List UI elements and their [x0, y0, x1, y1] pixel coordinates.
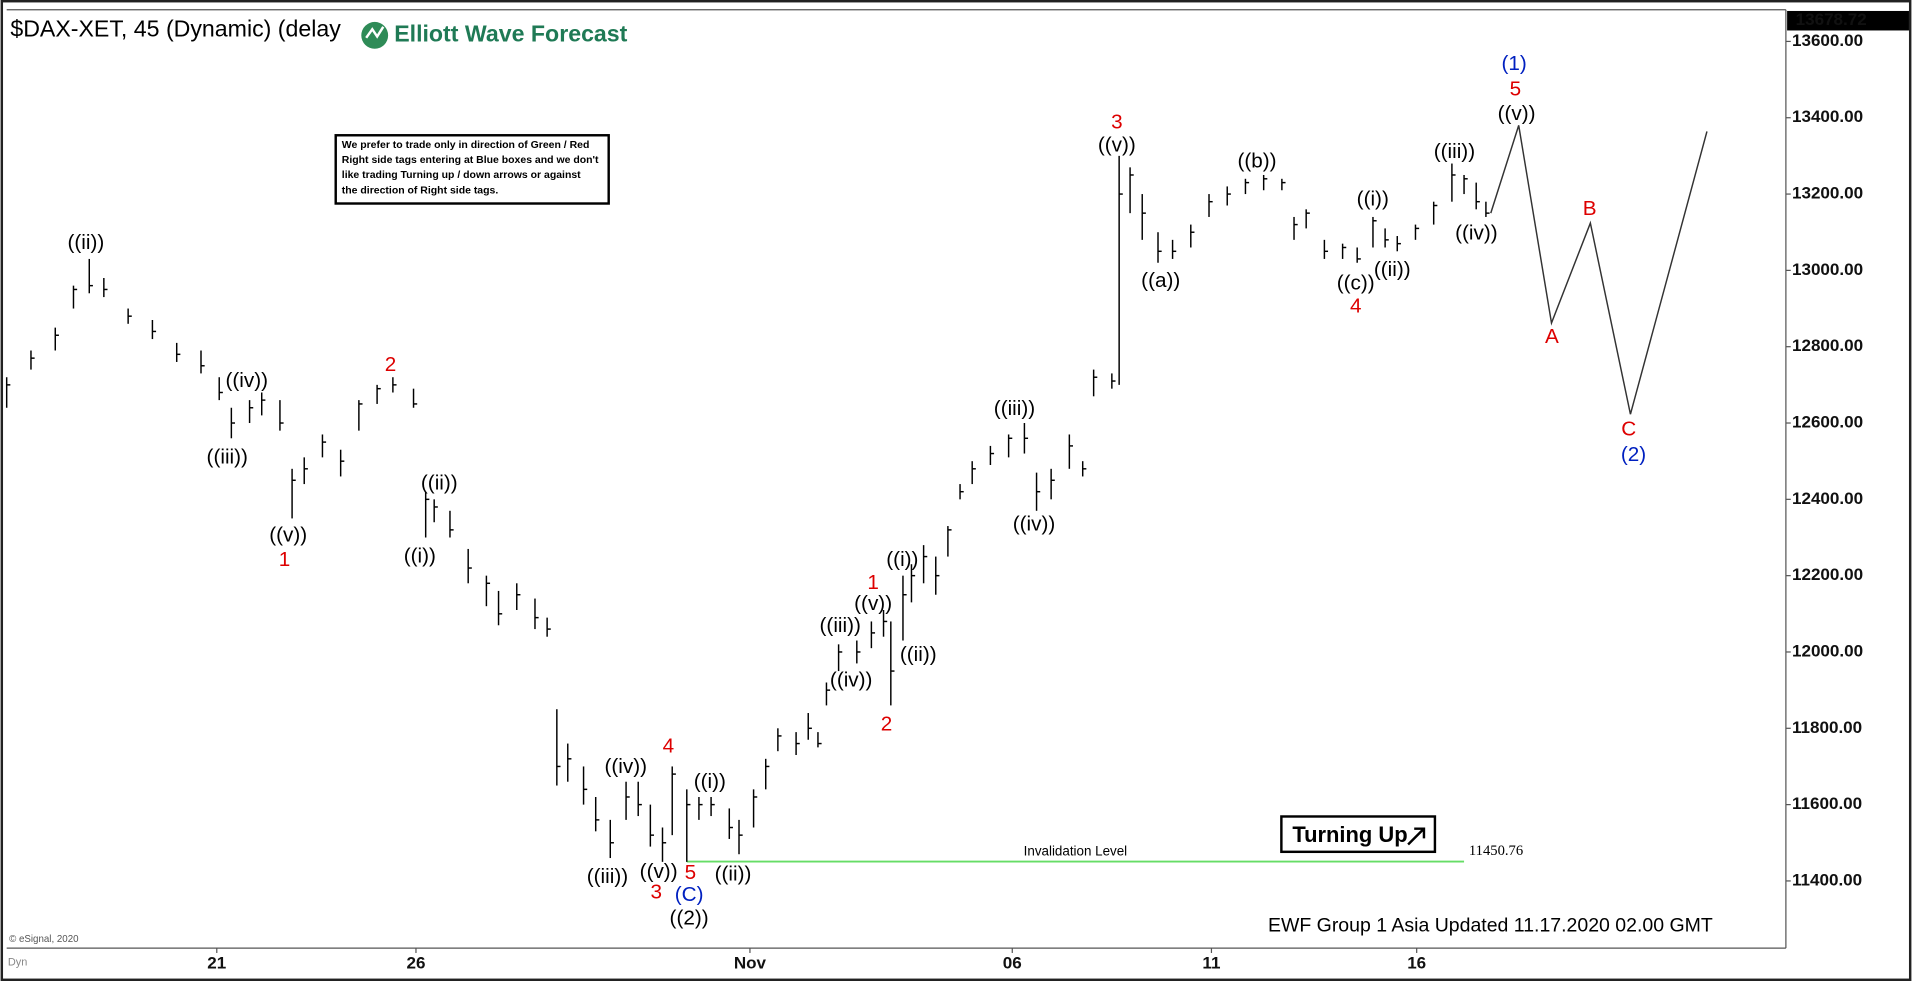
y-tick-label: 11800.00 [1792, 718, 1862, 737]
footer: EWF Group 1 Asia Updated 11.17.2020 02.0… [1268, 914, 1713, 936]
wave-label: 3 [1111, 111, 1123, 134]
note-line: like trading Turning up / down arrows or… [342, 170, 581, 181]
wave-label: ((iii)) [1434, 140, 1475, 163]
wave-label: ((ii)) [715, 862, 752, 885]
badge-arrow [1407, 827, 1426, 846]
y-tick-label: 12400.00 [1792, 489, 1863, 508]
wave-label: ((2)) [670, 906, 709, 929]
chart-title: $DAX-XET, 45 (Dynamic) (delay [10, 16, 341, 42]
x-tick-label: Nov [734, 953, 767, 972]
note-line: We prefer to trade only in direction of … [342, 140, 590, 151]
wave-label: ((iv)) [604, 755, 647, 778]
y-tick-label: 13000.00 [1792, 260, 1863, 279]
wave-label: ((v)) [1098, 134, 1136, 157]
wave-label: A [1545, 325, 1559, 348]
y-tick-label: 11600.00 [1792, 794, 1862, 813]
last-price: 13678.72 [1796, 10, 1867, 29]
wave-label: ((v)) [640, 860, 678, 883]
note-line: the direction of Right side tags. [342, 185, 499, 196]
logo-wave [365, 26, 385, 39]
badge-box [1280, 815, 1437, 854]
source: © eSignal, 2020 [9, 934, 79, 945]
y-tick-label: 12800.00 [1792, 336, 1863, 355]
invalidation-value: 11450.76 [1469, 843, 1523, 859]
wave-label: ((v)) [854, 592, 892, 615]
wave-label: 5 [1510, 78, 1522, 101]
note: We prefer to trade only in direction of … [342, 140, 599, 197]
wave-label: 3 [650, 881, 662, 904]
wave-label: ((i)) [694, 770, 726, 793]
wave-label: ((i)) [1357, 187, 1389, 210]
wave-label: ((v)) [269, 524, 307, 547]
wave-label: 2 [881, 713, 893, 736]
wave-label: 5 [685, 861, 697, 884]
badge-text: Turning Up [1292, 822, 1407, 847]
wave-label: (2) [1621, 443, 1646, 466]
x-tick-label: 06 [1003, 953, 1022, 972]
y-tick-label: 13200.00 [1792, 184, 1863, 203]
logo-text: Elliott Wave Forecast [394, 20, 627, 46]
x-tick-label: 21 [207, 953, 226, 972]
wave-label: ((ii)) [900, 643, 937, 666]
wave-label: ((b)) [1237, 150, 1276, 173]
wave-label: ((iv)) [1013, 513, 1056, 536]
x-tick-label: 26 [406, 953, 425, 972]
note-line: Right side tags entering at Blue boxes a… [342, 155, 599, 166]
wave-label: ((i)) [886, 548, 918, 571]
last-price-box [1787, 10, 1909, 31]
wave-label: ((iii)) [587, 865, 628, 888]
wave-label: 2 [385, 353, 397, 376]
wave-label: ((i)) [404, 544, 436, 567]
wave-label: 1 [867, 571, 879, 594]
x-tick-label: 16 [1407, 953, 1426, 972]
wave-label: ((c)) [1337, 271, 1375, 294]
wave-label: C [1621, 418, 1636, 441]
wave-label: B [1583, 197, 1597, 220]
corner-label: Dyn [8, 957, 27, 969]
wave-label: ((iii)) [994, 397, 1035, 420]
wave-label: ((v)) [1498, 102, 1536, 125]
wave-label: ((iv)) [1455, 221, 1498, 244]
wave-label: (C) [675, 883, 704, 906]
note-box [334, 134, 610, 205]
logo-icon [361, 21, 389, 49]
wave-label: ((a)) [1141, 269, 1180, 292]
x-tick-label: 11 [1202, 953, 1220, 972]
projection-line [1490, 125, 1708, 415]
wave-label: ((iv)) [830, 669, 873, 692]
y-tick-label: 12000.00 [1792, 641, 1863, 660]
wave-label: ((ii)) [421, 471, 458, 494]
wave-label: ((iii)) [820, 614, 861, 637]
wave-label: ((ii)) [68, 231, 105, 254]
wave-label: (1) [1501, 52, 1526, 75]
wave-label: ((ii)) [1374, 258, 1411, 281]
wave-label: 4 [663, 734, 675, 757]
y-tick-label: 12200.00 [1792, 565, 1863, 584]
y-tick-label: 12600.00 [1792, 413, 1863, 432]
logo-box [355, 14, 648, 54]
wave-label: 1 [279, 548, 291, 571]
y-tick-label: 13600.00 [1792, 31, 1863, 50]
y-tick-label: 13400.00 [1792, 107, 1863, 126]
wave-label: ((iv)) [225, 369, 268, 392]
wave-label: ((iii)) [207, 446, 248, 469]
y-tick-label: 11400.00 [1792, 870, 1862, 889]
invalidation-label: Invalidation Level [1024, 843, 1128, 858]
wave-label: 4 [1350, 295, 1362, 318]
